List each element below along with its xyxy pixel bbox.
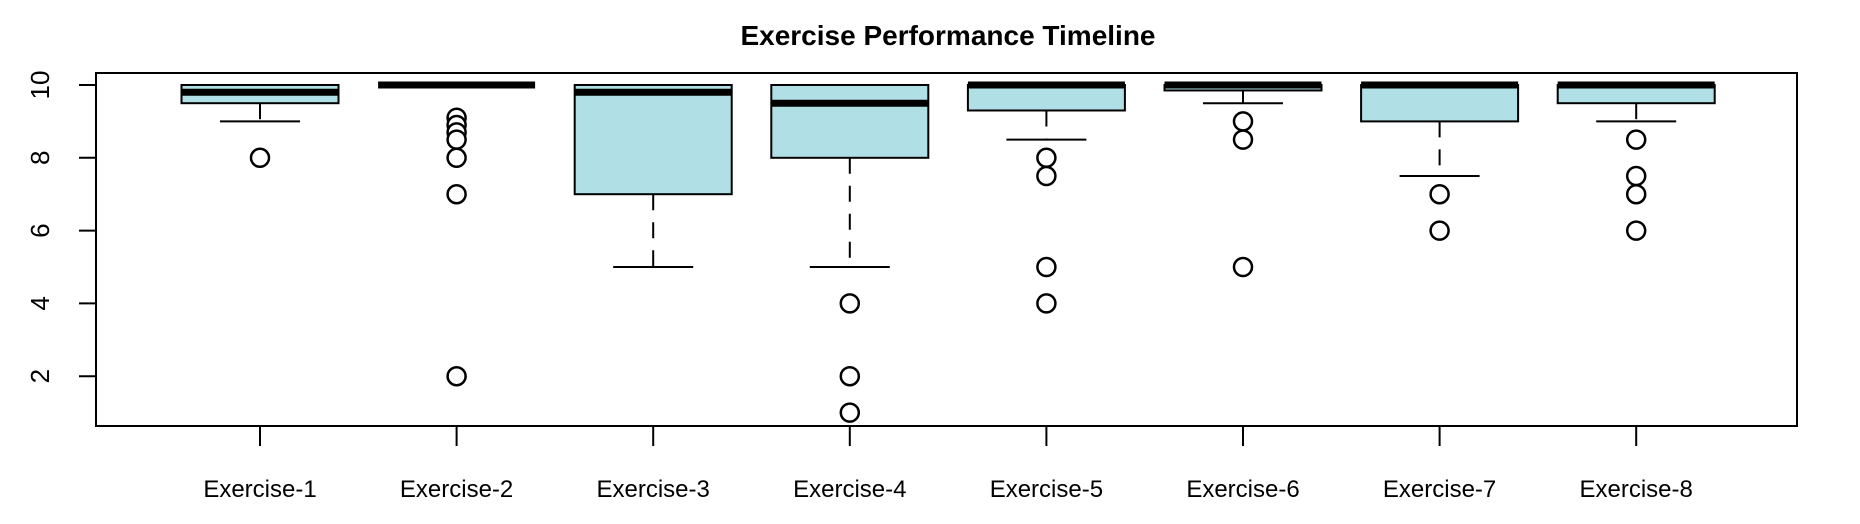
iqr-box [966,84,1126,112]
outlier-point [1625,165,1647,187]
x-tick-label: Exercise-2 [400,476,513,503]
outlier-point [1036,256,1057,278]
x-tick-label: Exercise-4 [793,476,906,503]
outlier-point [446,129,467,150]
iqr-box [770,84,930,159]
outlier-point [1232,129,1254,150]
outlier-point [446,183,467,205]
x-tick-label: Exercise-3 [597,476,710,503]
y-tick-label: 2 [25,369,55,383]
outlier-point [1036,147,1057,169]
iqr-box [1360,84,1520,123]
y-tick-label: 10 [25,71,55,100]
x-tick-label: Exercise-7 [1383,476,1496,503]
outlier-point [1036,293,1057,314]
outlier-point [839,293,861,314]
outlier-point [1429,183,1450,205]
y-tick-label: 6 [25,223,55,237]
chart-title: Exercise Performance Timeline [740,20,1155,51]
outlier-point [1625,129,1647,150]
outlier-point [446,147,467,169]
outlier-point [839,365,861,387]
plot-frame [95,72,1798,427]
x-tick-label: Exercise-6 [1186,476,1299,503]
outlier-point [1232,256,1254,278]
y-tick-label: 8 [25,151,55,165]
y-tick-label: 4 [25,296,55,310]
outlier-point [1232,111,1254,132]
outlier-point [249,147,271,169]
outlier-point [1625,220,1647,241]
outlier-point [446,365,467,387]
iqr-box [573,84,733,196]
x-tick-label: Exercise-5 [990,476,1103,503]
x-tick-label: Exercise-8 [1580,476,1693,503]
x-tick-label: Exercise-1 [203,476,316,503]
outlier-point [1625,183,1647,205]
outlier-point [1429,220,1450,241]
outlier-point [839,402,861,423]
outlier-point [1036,165,1057,187]
